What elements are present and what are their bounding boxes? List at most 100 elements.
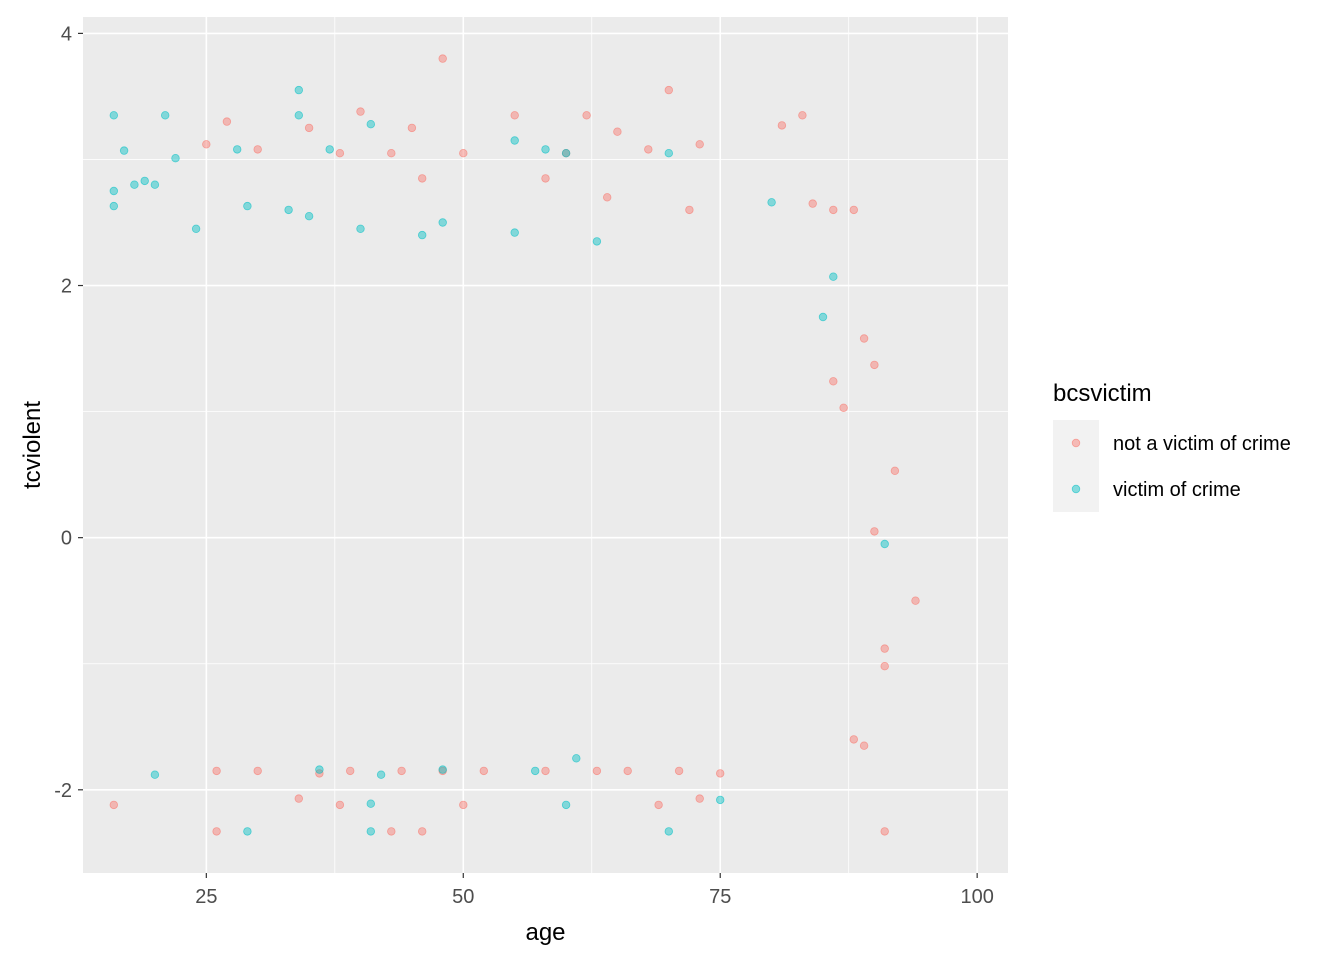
scatter-point — [387, 148, 396, 158]
series-victim-of-crime — [109, 85, 889, 836]
scatter-point — [304, 123, 314, 133]
scatter-point — [870, 360, 879, 370]
scatter-point — [150, 180, 160, 189]
scatter-point — [531, 766, 540, 776]
scatter-point — [664, 827, 673, 836]
scatter-point — [325, 145, 334, 154]
major-gridlines — [83, 17, 1008, 873]
scatter-point — [685, 205, 694, 215]
legend-point — [1071, 484, 1081, 494]
scatter-point — [870, 527, 879, 536]
scatter-point — [890, 466, 900, 475]
scatter-point — [243, 827, 252, 836]
scatter-point — [829, 377, 838, 386]
scatter-point — [335, 148, 345, 158]
legend-title: bcsvictim — [1053, 380, 1152, 407]
scatter-point — [880, 644, 889, 653]
minor-gridlines — [77, 17, 1008, 873]
scatter-point — [109, 201, 118, 211]
scatter-point — [304, 211, 314, 221]
scatter-point — [911, 596, 920, 605]
scatter-point — [459, 800, 468, 810]
x-tick-label: 25 — [195, 886, 217, 908]
scatter-point — [510, 136, 519, 145]
scatter-point — [654, 800, 663, 810]
scatter-point — [140, 176, 149, 186]
scatter-point — [716, 795, 725, 805]
scatter-point — [243, 201, 252, 211]
scatter-point — [479, 766, 488, 776]
scatter-point — [160, 111, 170, 120]
y-tick-label: 4 — [61, 23, 72, 45]
scatter-point — [849, 205, 858, 215]
legend-key — [1053, 420, 1099, 466]
y-axis: -2 0 2 4 — [54, 23, 83, 802]
scatter-point — [366, 827, 375, 836]
scatter-point — [592, 766, 602, 776]
legend: bcsvictim not a victim of crime victim of… — [1053, 380, 1291, 512]
scatter-point — [808, 199, 817, 208]
scatter-point — [418, 827, 427, 836]
scatter-point — [561, 800, 571, 810]
y-tick-label: 2 — [61, 276, 72, 298]
scatter-point — [674, 766, 684, 776]
scatter-point — [859, 741, 869, 750]
scatter-point — [829, 205, 838, 215]
scatter-point — [438, 218, 447, 227]
scatter-point — [777, 121, 787, 130]
scatter-point — [191, 224, 201, 233]
scatter-point — [623, 766, 632, 776]
scatter-point — [798, 111, 807, 120]
scatter-point — [418, 174, 427, 183]
scatter-point — [880, 827, 889, 836]
scatter-point — [109, 800, 118, 810]
x-axis: 25 50 75 100 — [195, 873, 994, 908]
scatter-point — [232, 145, 242, 154]
scatter-point — [459, 148, 468, 158]
scatter-point — [438, 765, 447, 774]
scatter-point — [356, 107, 365, 116]
scatter-point — [510, 111, 519, 120]
scatter-point — [572, 754, 581, 763]
scatter-point — [387, 827, 396, 836]
scatter-point — [335, 800, 345, 810]
scatter-point — [716, 769, 725, 778]
scatter-point — [767, 198, 776, 207]
scatter-point — [253, 766, 262, 776]
y-axis-title: tcviolent — [19, 401, 46, 489]
scatter-point — [859, 334, 869, 343]
scatter-point — [294, 111, 303, 120]
scatter-point — [150, 770, 160, 779]
scatter-point — [664, 148, 673, 158]
scatter-point — [880, 539, 889, 549]
scatter-point — [510, 228, 519, 237]
x-tick-label: 100 — [960, 886, 993, 908]
scatter-point — [294, 794, 303, 803]
scatter-point — [582, 111, 591, 120]
x-tick-label: 75 — [709, 886, 731, 908]
scatter-point — [366, 799, 375, 808]
scatter-point — [212, 766, 221, 776]
scatter-point — [561, 148, 571, 158]
scatter-point — [418, 230, 427, 240]
scatter-point — [366, 119, 375, 129]
legend-label: victim of crime — [1113, 479, 1241, 501]
scatter-point — [356, 224, 365, 233]
x-tick-label: 50 — [452, 886, 474, 908]
scatter-point — [130, 180, 139, 189]
scatter-point — [541, 174, 550, 183]
scatter-point — [284, 205, 293, 215]
scatter-point — [407, 123, 417, 133]
scatter-point — [695, 140, 704, 149]
scatter-point — [346, 766, 355, 776]
scatter-point — [818, 312, 828, 322]
scatter-point — [397, 766, 406, 776]
scatter-point — [222, 117, 232, 126]
scatter-point — [253, 145, 262, 154]
scatter-point — [119, 146, 129, 155]
scatter-point — [695, 794, 704, 803]
scatter-point — [839, 403, 848, 412]
legend-label: not a victim of crime — [1113, 433, 1291, 455]
legend-key — [1053, 466, 1099, 512]
